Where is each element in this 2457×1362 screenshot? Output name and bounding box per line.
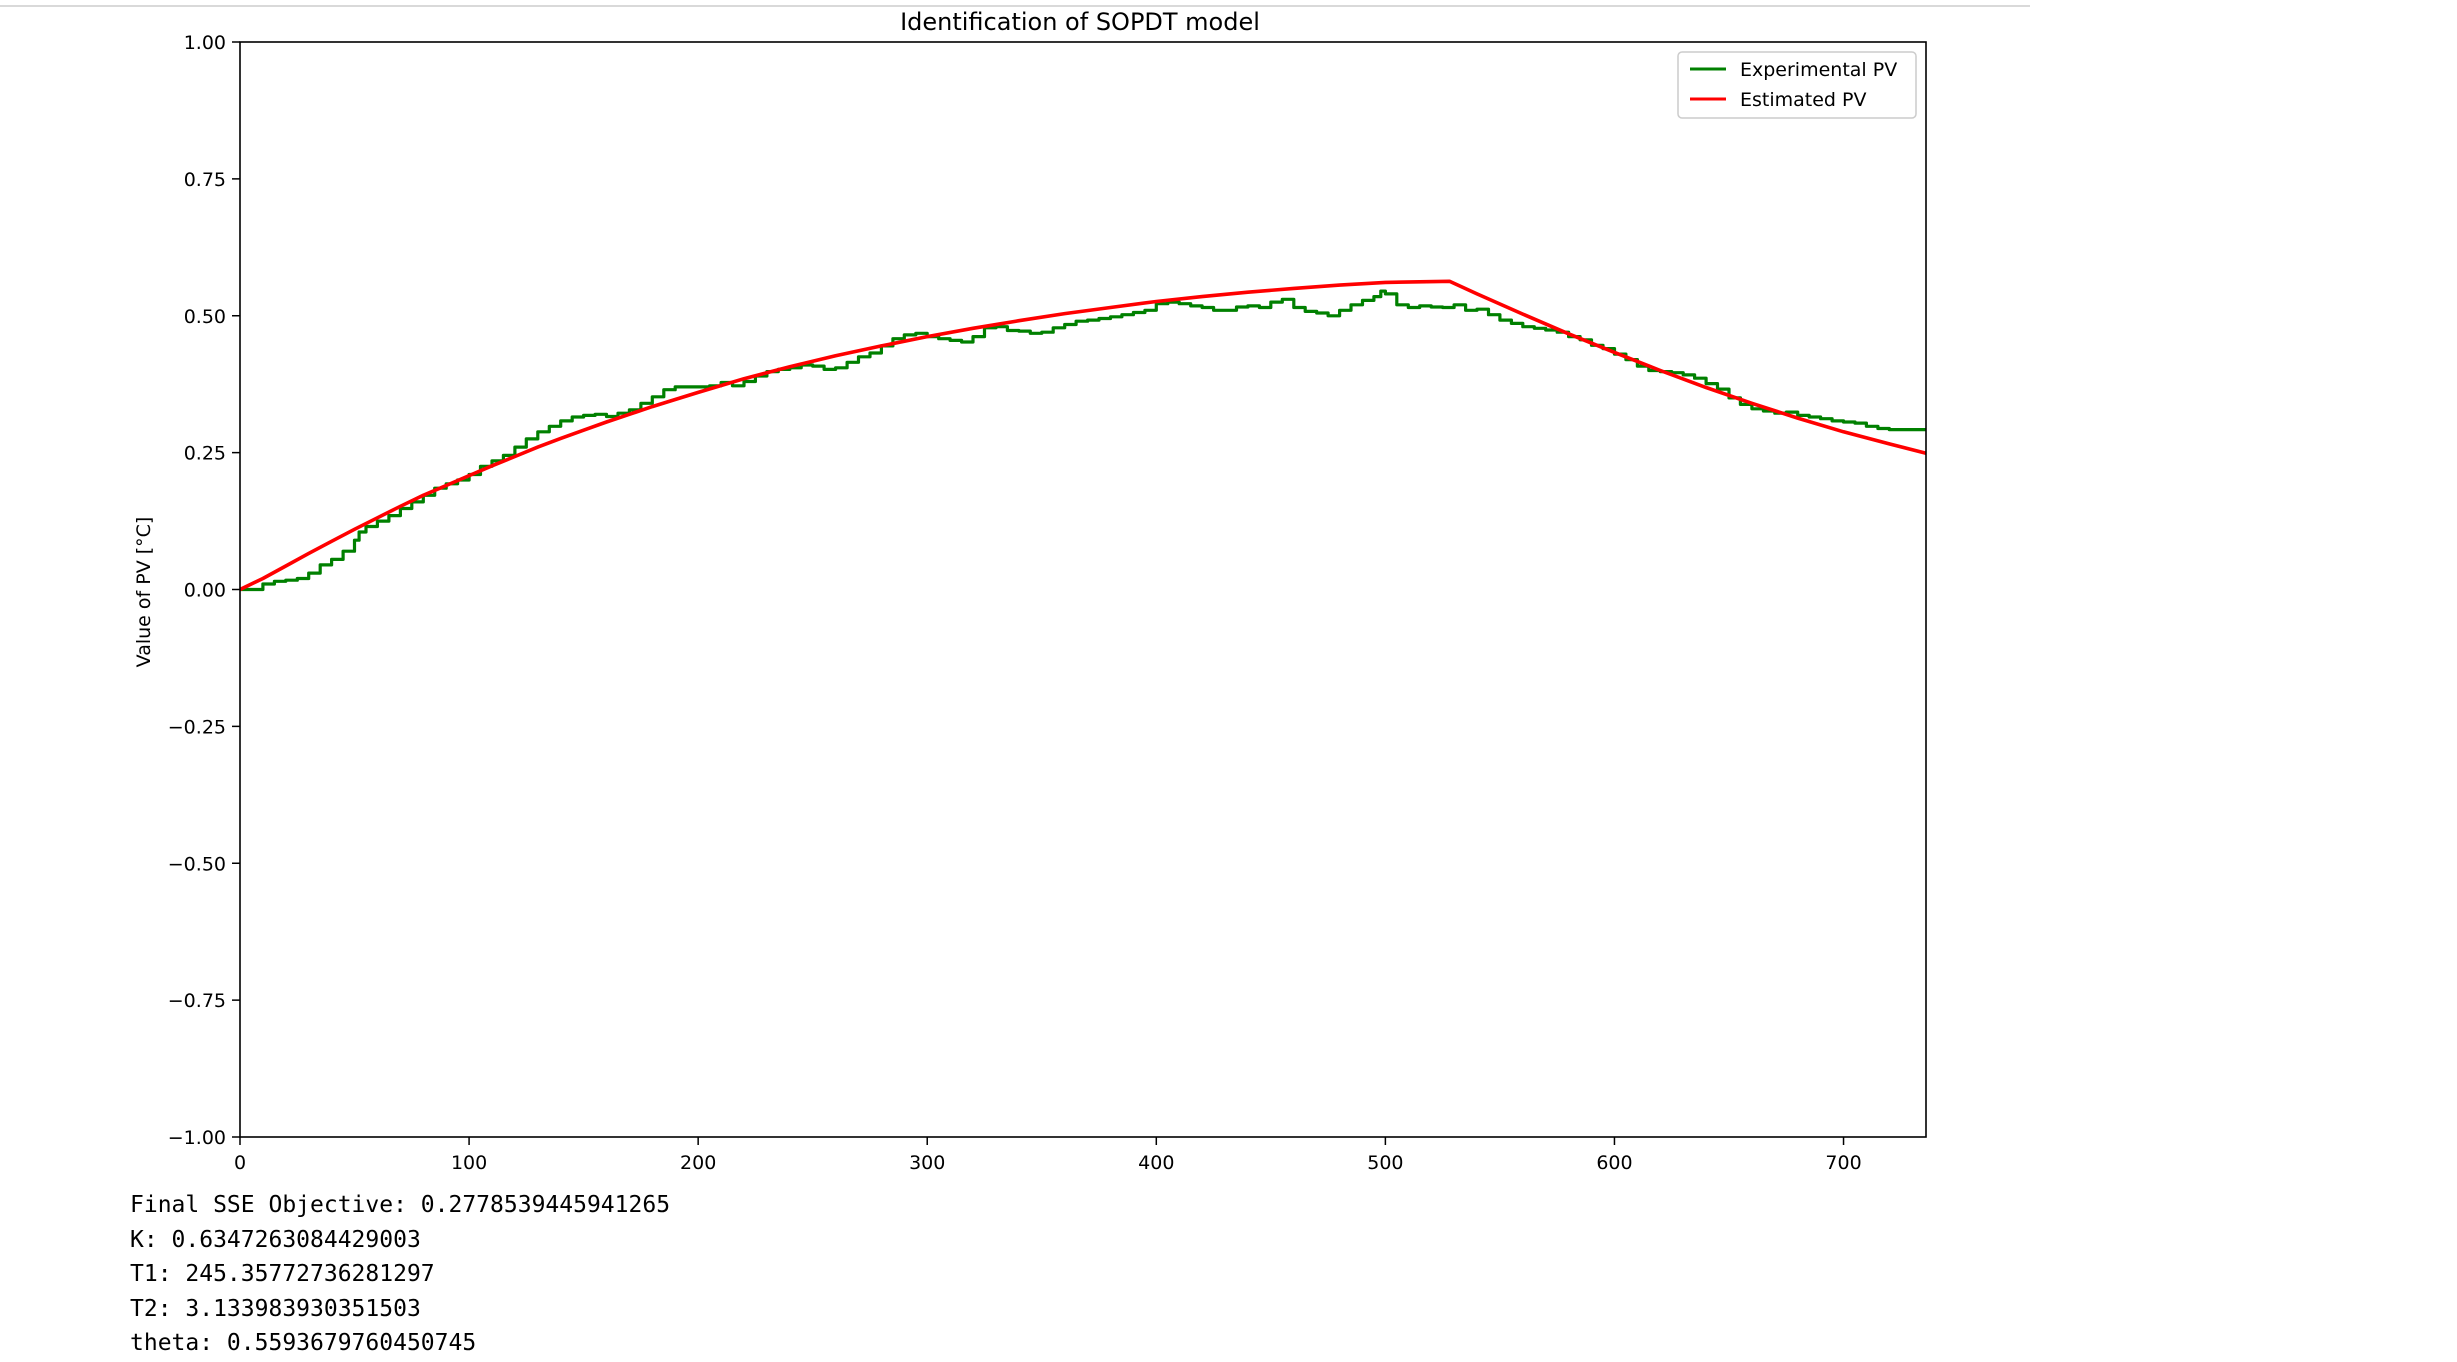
- output-theta-line: theta: 0.5593679760450745: [130, 1330, 477, 1356]
- y-tick-label: −1.00: [168, 1127, 226, 1149]
- output-sse-line: Final SSE Objective: 0.2778539445941265: [130, 1192, 671, 1218]
- y-tick-label: 0.00: [184, 580, 226, 602]
- x-tick-label: 300: [909, 1152, 945, 1174]
- y-axis-label: Value of PV [°C]: [133, 517, 155, 668]
- y-tick-label: 1.00: [184, 32, 226, 54]
- output-t2-line: T2: 3.133983930351503: [130, 1295, 421, 1322]
- x-tick-label: 600: [1596, 1152, 1632, 1174]
- plot-frame: [239, 41, 1927, 1138]
- plot-area: [239, 279, 1927, 592]
- y-tick-label: −0.75: [168, 990, 226, 1012]
- x-tick-label: 0: [234, 1152, 246, 1174]
- cell-output: Final SSE Objective: 0.2778539445941265 …: [130, 1188, 670, 1361]
- y-tick-label: −0.25: [168, 716, 226, 738]
- y-tick-label: −0.50: [168, 853, 226, 875]
- x-tick-label: 200: [680, 1152, 716, 1174]
- cell-top-border: [0, 5, 2030, 7]
- axis-ticks: 0 100 200 300 400 500 600 700 1.00 0.75 0.50 0.25 0.…: [168, 32, 1862, 1174]
- legend-label-estimated: Estimated PV: [1740, 89, 1866, 111]
- legend-frame: [1677, 51, 1917, 119]
- legend-label-experimental: Experimental PV: [1740, 59, 1897, 81]
- x-tick-label: 700: [1825, 1152, 1861, 1174]
- chart-title: Identification of SOPDT model: [900, 8, 1260, 36]
- series-line-estimated-pv: [239, 279, 1927, 592]
- y-tick-label: 0.50: [184, 306, 226, 328]
- x-tick-label: 500: [1367, 1152, 1403, 1174]
- x-tick-label: 100: [451, 1152, 487, 1174]
- legend: Experimental PV Estimated PV: [1677, 51, 1917, 119]
- x-tick-label: 400: [1138, 1152, 1174, 1174]
- y-tick-label: 0.25: [184, 443, 226, 465]
- output-k-line: K: 0.6347263084429003: [130, 1226, 421, 1253]
- y-tick-label: 0.75: [184, 169, 226, 191]
- series-line-experimental-pv: [240, 289, 1926, 592]
- output-t1-line: T1: 245.35772736281297: [130, 1261, 435, 1287]
- sopdt-chart: Identification of SOPDT model Value of P…: [133, 8, 1927, 1174]
